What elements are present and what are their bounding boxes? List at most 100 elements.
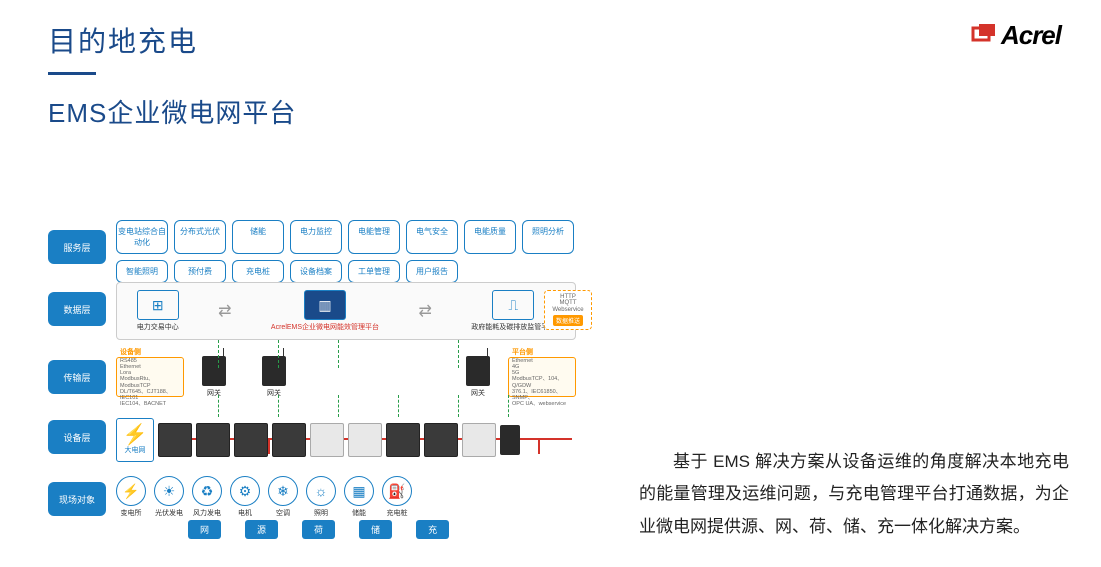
main-title: 目的地充电: [48, 20, 296, 60]
object-item: ☼ 照明: [306, 476, 336, 518]
meter-device: [424, 423, 458, 457]
cloud-protocols: HTTP MQTT Webservice 数据推送: [544, 290, 592, 330]
object-label: 空调: [276, 508, 290, 518]
proto-right-lines: Ethernet 4G 5G ModbusTCP、104、Q/GDW 376.1…: [512, 358, 572, 406]
category-badge: 网: [188, 520, 221, 539]
architecture-diagram: 服务层 数据层 传输层 设备层 现场对象 变电站综合自动化分布式光伏储能电力监控…: [48, 220, 588, 530]
biz-service-item: 用户报告: [406, 260, 458, 283]
proto-left-lines: RS485 Ethernet Lora ModbusRtu、ModbusTCP …: [120, 358, 180, 406]
biz-service-item: 工单管理: [348, 260, 400, 283]
object-item: ⚡ 变电所: [116, 476, 146, 518]
brand-logo: Acrel: [969, 20, 1061, 51]
trading-icon: ⊞: [137, 290, 179, 320]
objects-row: ⚡ 变电所 ☀光伏发电 ♻风力发电 ⚙ 电机 ❄空调 ☼ 照明 ▦ 储能 ⛽ 充电桩: [116, 476, 576, 518]
proto-right-title: 平台侧: [512, 347, 572, 357]
gw-lbl: 网关: [471, 388, 485, 398]
grid-tower: ⚡ 大电网: [116, 418, 154, 462]
protocol-platform-side: 平台侧 Ethernet 4G 5G ModbusTCP、104、Q/GDW 3…: [508, 357, 576, 397]
link-green: [278, 395, 279, 417]
category-badge: 荷: [302, 520, 335, 539]
biz-service-item: 设备档案: [290, 260, 342, 283]
link-green: [508, 395, 509, 417]
meter-device: [272, 423, 306, 457]
logo-text: Acrel: [1001, 20, 1061, 51]
gateway-2: 网关: [262, 356, 286, 398]
object-icon: ⚙: [230, 476, 260, 506]
layer-trans: 传输层: [48, 360, 106, 394]
cloud-push-btn: 数据推送: [553, 315, 583, 326]
biz-service-item: 电能管理: [348, 220, 400, 254]
object-item: ☀光伏发电: [154, 476, 184, 518]
biz-service-item: 充电桩: [232, 260, 284, 283]
biz-service-item: 照明分析: [522, 220, 574, 254]
object-item: ⛽ 充电桩: [382, 476, 412, 518]
object-label: 电机: [238, 508, 252, 518]
trading-label: 电力交易中心: [137, 322, 179, 332]
link-green: [338, 395, 339, 417]
category-badge: 储: [359, 520, 392, 539]
gov-icon: ⎍: [492, 290, 534, 320]
gateway-1: 网关: [202, 356, 226, 398]
page-header: 目的地充电 EMS企业微电网平台 Acrel: [0, 0, 1101, 130]
object-label: 照明: [314, 508, 328, 518]
category-badge: 源: [245, 520, 278, 539]
biz-service-item: 电气安全: [406, 220, 458, 254]
object-label: 变电所: [121, 508, 142, 518]
transport-row: 设备侧 RS485 Ethernet Lora ModbusRtu、Modbus…: [116, 352, 576, 402]
platform-gov: ⎍ 政府能耗及碳排放监管平台: [471, 290, 555, 332]
object-icon: ⚡: [116, 476, 146, 506]
ems-icon: ▥: [304, 290, 346, 320]
biz-service-item: 分布式光伏: [174, 220, 226, 254]
business-services-row: 变电站综合自动化分布式光伏储能电力监控电能管理电气安全电能质量照明分析智能照明预…: [116, 220, 576, 283]
biz-service-item: 储能: [232, 220, 284, 254]
link-green: [398, 395, 399, 417]
arrow-icon: ⇄: [418, 301, 431, 321]
meter-device: [158, 423, 192, 457]
link-green: [278, 340, 279, 368]
object-icon: ☼: [306, 476, 336, 506]
cloud-proto-text: HTTP MQTT Webservice: [552, 294, 583, 314]
meter-device: [310, 423, 344, 457]
link-green: [338, 340, 339, 368]
title-block: 目的地充电 EMS企业微电网平台: [48, 20, 296, 130]
platform-trading: ⊞ 电力交易中心: [137, 290, 179, 332]
category-row: 网源荷储充: [188, 520, 449, 539]
meter-device: [386, 423, 420, 457]
biz-service-item: 电能质量: [464, 220, 516, 254]
biz-service-item: 电力监控: [290, 220, 342, 254]
object-label: 充电桩: [387, 508, 408, 518]
grid-label: 大电网: [125, 445, 146, 455]
biz-service-item: 智能照明: [116, 260, 168, 283]
object-item: ⚙ 电机: [230, 476, 260, 518]
meter-device: [196, 423, 230, 457]
object-label: 储能: [352, 508, 366, 518]
object-icon: ♻: [192, 476, 222, 506]
tower-icon: ⚡: [123, 425, 148, 445]
object-item: ▦ 储能: [344, 476, 374, 518]
link-green: [458, 395, 459, 417]
layer-obj: 现场对象: [48, 482, 106, 516]
layer-biz: 服务层: [48, 230, 106, 264]
object-icon: ⛽: [382, 476, 412, 506]
object-label: 光伏发电: [155, 508, 183, 518]
biz-service-item: 预付费: [174, 260, 226, 283]
layer-data: 数据层: [48, 292, 106, 326]
ems-label: AcrelEMS企业微电网能效管理平台: [271, 322, 379, 332]
title-underline: [48, 72, 96, 75]
object-item: ❄空调: [268, 476, 298, 518]
description-text: 基于 EMS 解决方案从设备运维的角度解决本地充电的能量管理及运维问题，与充电管…: [639, 446, 1069, 543]
meter-device: [348, 423, 382, 457]
platform-ems: ▥ AcrelEMS企业微电网能效管理平台: [271, 290, 379, 332]
layer-dev: 设备层: [48, 420, 106, 454]
link-green: [218, 340, 219, 368]
meter-device: [462, 423, 496, 457]
meter-device: [234, 423, 268, 457]
object-item: ♻风力发电: [192, 476, 222, 518]
logo-icon: [969, 24, 997, 48]
gov-label: 政府能耗及碳排放监管平台: [471, 322, 555, 332]
protocol-device-side: 设备侧 RS485 Ethernet Lora ModbusRtu、Modbus…: [116, 357, 184, 397]
gateway-icon: [202, 356, 226, 386]
object-icon: ▦: [344, 476, 374, 506]
gateway-3: 网关: [466, 356, 490, 398]
link-green: [458, 340, 459, 368]
